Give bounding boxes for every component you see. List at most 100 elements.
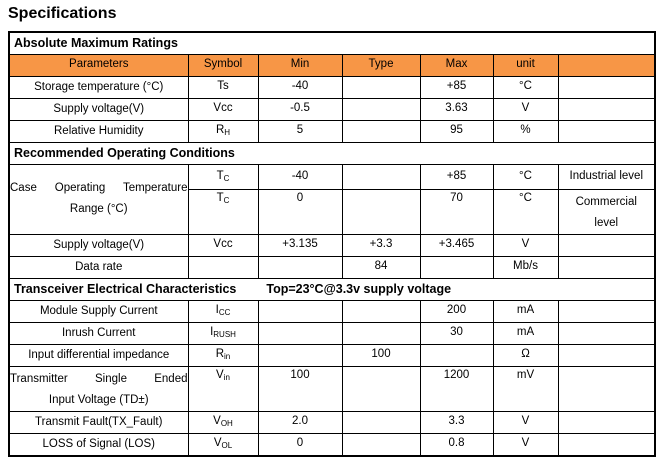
- cell-unit: °C: [492, 75, 559, 99]
- cell-max: 200: [419, 299, 494, 323]
- cell-symbol: Vcc: [187, 233, 259, 257]
- table-row: Case Operating Temperature Range (°C) TC…: [8, 163, 656, 235]
- section-header-row: Absolute Maximum Ratings: [8, 31, 656, 55]
- cell-symbol: ICC: [187, 299, 259, 323]
- cell-min: [257, 321, 343, 345]
- cell-type: [341, 321, 421, 345]
- cell-type: [341, 432, 421, 456]
- cell-symbol: IRUSH: [187, 321, 259, 345]
- cell-parameter: LOSS of Signal (LOS): [8, 432, 189, 456]
- cell-parameter: Supply voltage(V): [8, 233, 189, 257]
- section-title-text: Recommended Operating Conditions: [14, 145, 235, 160]
- cell-type: [341, 410, 421, 434]
- cell-parameter: Module Supply Current: [8, 299, 189, 323]
- table-row: Module Supply Current ICC 200 mA: [8, 299, 656, 323]
- column-header-parameters: Parameters: [8, 53, 189, 77]
- cell-unit: °C: [492, 163, 559, 190]
- cell-parameter: Storage temperature (°C): [8, 75, 189, 99]
- cell-min: [257, 255, 343, 279]
- cell-note: [557, 255, 656, 279]
- table-row: Supply voltage(V) Vcc -0.5 3.63 V: [8, 97, 656, 121]
- section-title: Recommended Operating Conditions: [8, 141, 656, 165]
- cell-symbol: RH: [187, 119, 259, 143]
- cell-parameter: Transmit Fault(TX_Fault): [8, 410, 189, 434]
- table-row: Storage temperature (°C) Ts -40 +85 °C: [8, 75, 656, 99]
- column-header-symbol: Symbol: [187, 53, 259, 77]
- table-row: LOSS of Signal (LOS) VOL 0 0.8 V: [8, 432, 656, 456]
- cell-min: -40: [257, 163, 343, 190]
- cell-note: [557, 321, 656, 345]
- cell-min: +3.135: [257, 233, 343, 257]
- cell-type: [341, 365, 421, 412]
- cell-type: 84: [341, 255, 421, 279]
- table-row: Transmitter Single Ended Input Voltage (…: [8, 365, 656, 412]
- cell-note: [557, 75, 656, 99]
- cell-symbol: VOL: [187, 432, 259, 456]
- cell-symbol: TC: [187, 188, 259, 235]
- cell-note: [557, 410, 656, 434]
- cell-note: [557, 432, 656, 456]
- cell-min: 0: [257, 432, 343, 456]
- column-header-type: Type: [341, 53, 421, 77]
- column-header-max: Max: [419, 53, 494, 77]
- cell-unit: V: [492, 410, 559, 434]
- cell-max: [419, 255, 494, 279]
- section-subtitle: Top=23°C@3.3v supply voltage: [266, 281, 452, 296]
- cell-unit: V: [492, 233, 559, 257]
- section-title-text: Absolute Maximum Ratings: [14, 35, 178, 50]
- cell-min: -40: [257, 75, 343, 99]
- cell-max: +85: [419, 75, 494, 99]
- table-row: TC 0 70 °C Commercial level: [9, 188, 656, 235]
- cell-max: 3.3: [419, 410, 494, 434]
- cell-min: [257, 343, 343, 367]
- specifications-table: Absolute Maximum Ratings Parameters Symb…: [8, 31, 657, 457]
- cell-parameter: Data rate: [8, 255, 189, 279]
- cell-unit: Ω: [492, 343, 559, 367]
- cell-unit: mA: [492, 299, 559, 323]
- document-page: Specifications Absolute Maximum Ratings …: [0, 4, 662, 457]
- cell-symbol: Vin: [187, 365, 259, 412]
- column-header-row: Parameters Symbol Min Type Max unit: [8, 53, 656, 77]
- cell-min: 0: [257, 188, 343, 235]
- cell-min: 2.0: [257, 410, 343, 434]
- cell-type: [341, 97, 421, 121]
- cell-note: [557, 233, 656, 257]
- cell-min: 5: [257, 119, 343, 143]
- cell-unit: V: [492, 97, 559, 121]
- cell-note: [557, 119, 656, 143]
- section-title: Transceiver Electrical Characteristics To…: [8, 277, 656, 301]
- cell-type: [341, 119, 421, 143]
- table-row: Supply voltage(V) Vcc +3.135 +3.3 +3.465…: [8, 233, 656, 257]
- cell-max: 95: [419, 119, 494, 143]
- cell-parameter: Supply voltage(V): [8, 97, 189, 121]
- cell-min: 100: [257, 365, 343, 412]
- cell-parameter: Relative Humidity: [8, 119, 189, 143]
- cell-max: 3.63: [419, 97, 494, 121]
- cell-note: [557, 343, 656, 367]
- table-row: Inrush Current IRUSH 30 mA: [8, 321, 656, 345]
- cell-max: 70: [419, 188, 494, 235]
- table-row: Input differential impedance Rin 100 Ω: [8, 343, 656, 367]
- cell-note: Commercial level: [557, 188, 656, 235]
- column-header-min: Min: [257, 53, 343, 77]
- section-header-row: Transceiver Electrical Characteristics To…: [8, 277, 656, 301]
- cell-max: [419, 343, 494, 367]
- cell-symbol: Rin: [187, 343, 259, 367]
- section-header-row: Recommended Operating Conditions: [8, 141, 656, 165]
- table-row: Data rate 84 Mb/s: [8, 255, 656, 279]
- cell-parameter: Input differential impedance: [8, 343, 189, 367]
- cell-max: +3.465: [419, 233, 494, 257]
- cell-unit: °C: [492, 188, 559, 235]
- section-title-text: Transceiver Electrical Characteristics: [14, 281, 237, 296]
- table-row: Transmit Fault(TX_Fault) VOH 2.0 3.3 V: [8, 410, 656, 434]
- cell-note: [557, 299, 656, 323]
- cell-parameter: Case Operating Temperature Range (°C): [8, 163, 189, 235]
- cell-note: Industrial level: [557, 163, 656, 190]
- cell-unit: Mb/s: [492, 255, 559, 279]
- cell-type: [341, 188, 421, 235]
- cell-note: [557, 97, 656, 121]
- cell-type: [341, 75, 421, 99]
- cell-unit: %: [492, 119, 559, 143]
- table-row: Relative Humidity RH 5 95 %: [8, 119, 656, 143]
- cell-type: 100: [341, 343, 421, 367]
